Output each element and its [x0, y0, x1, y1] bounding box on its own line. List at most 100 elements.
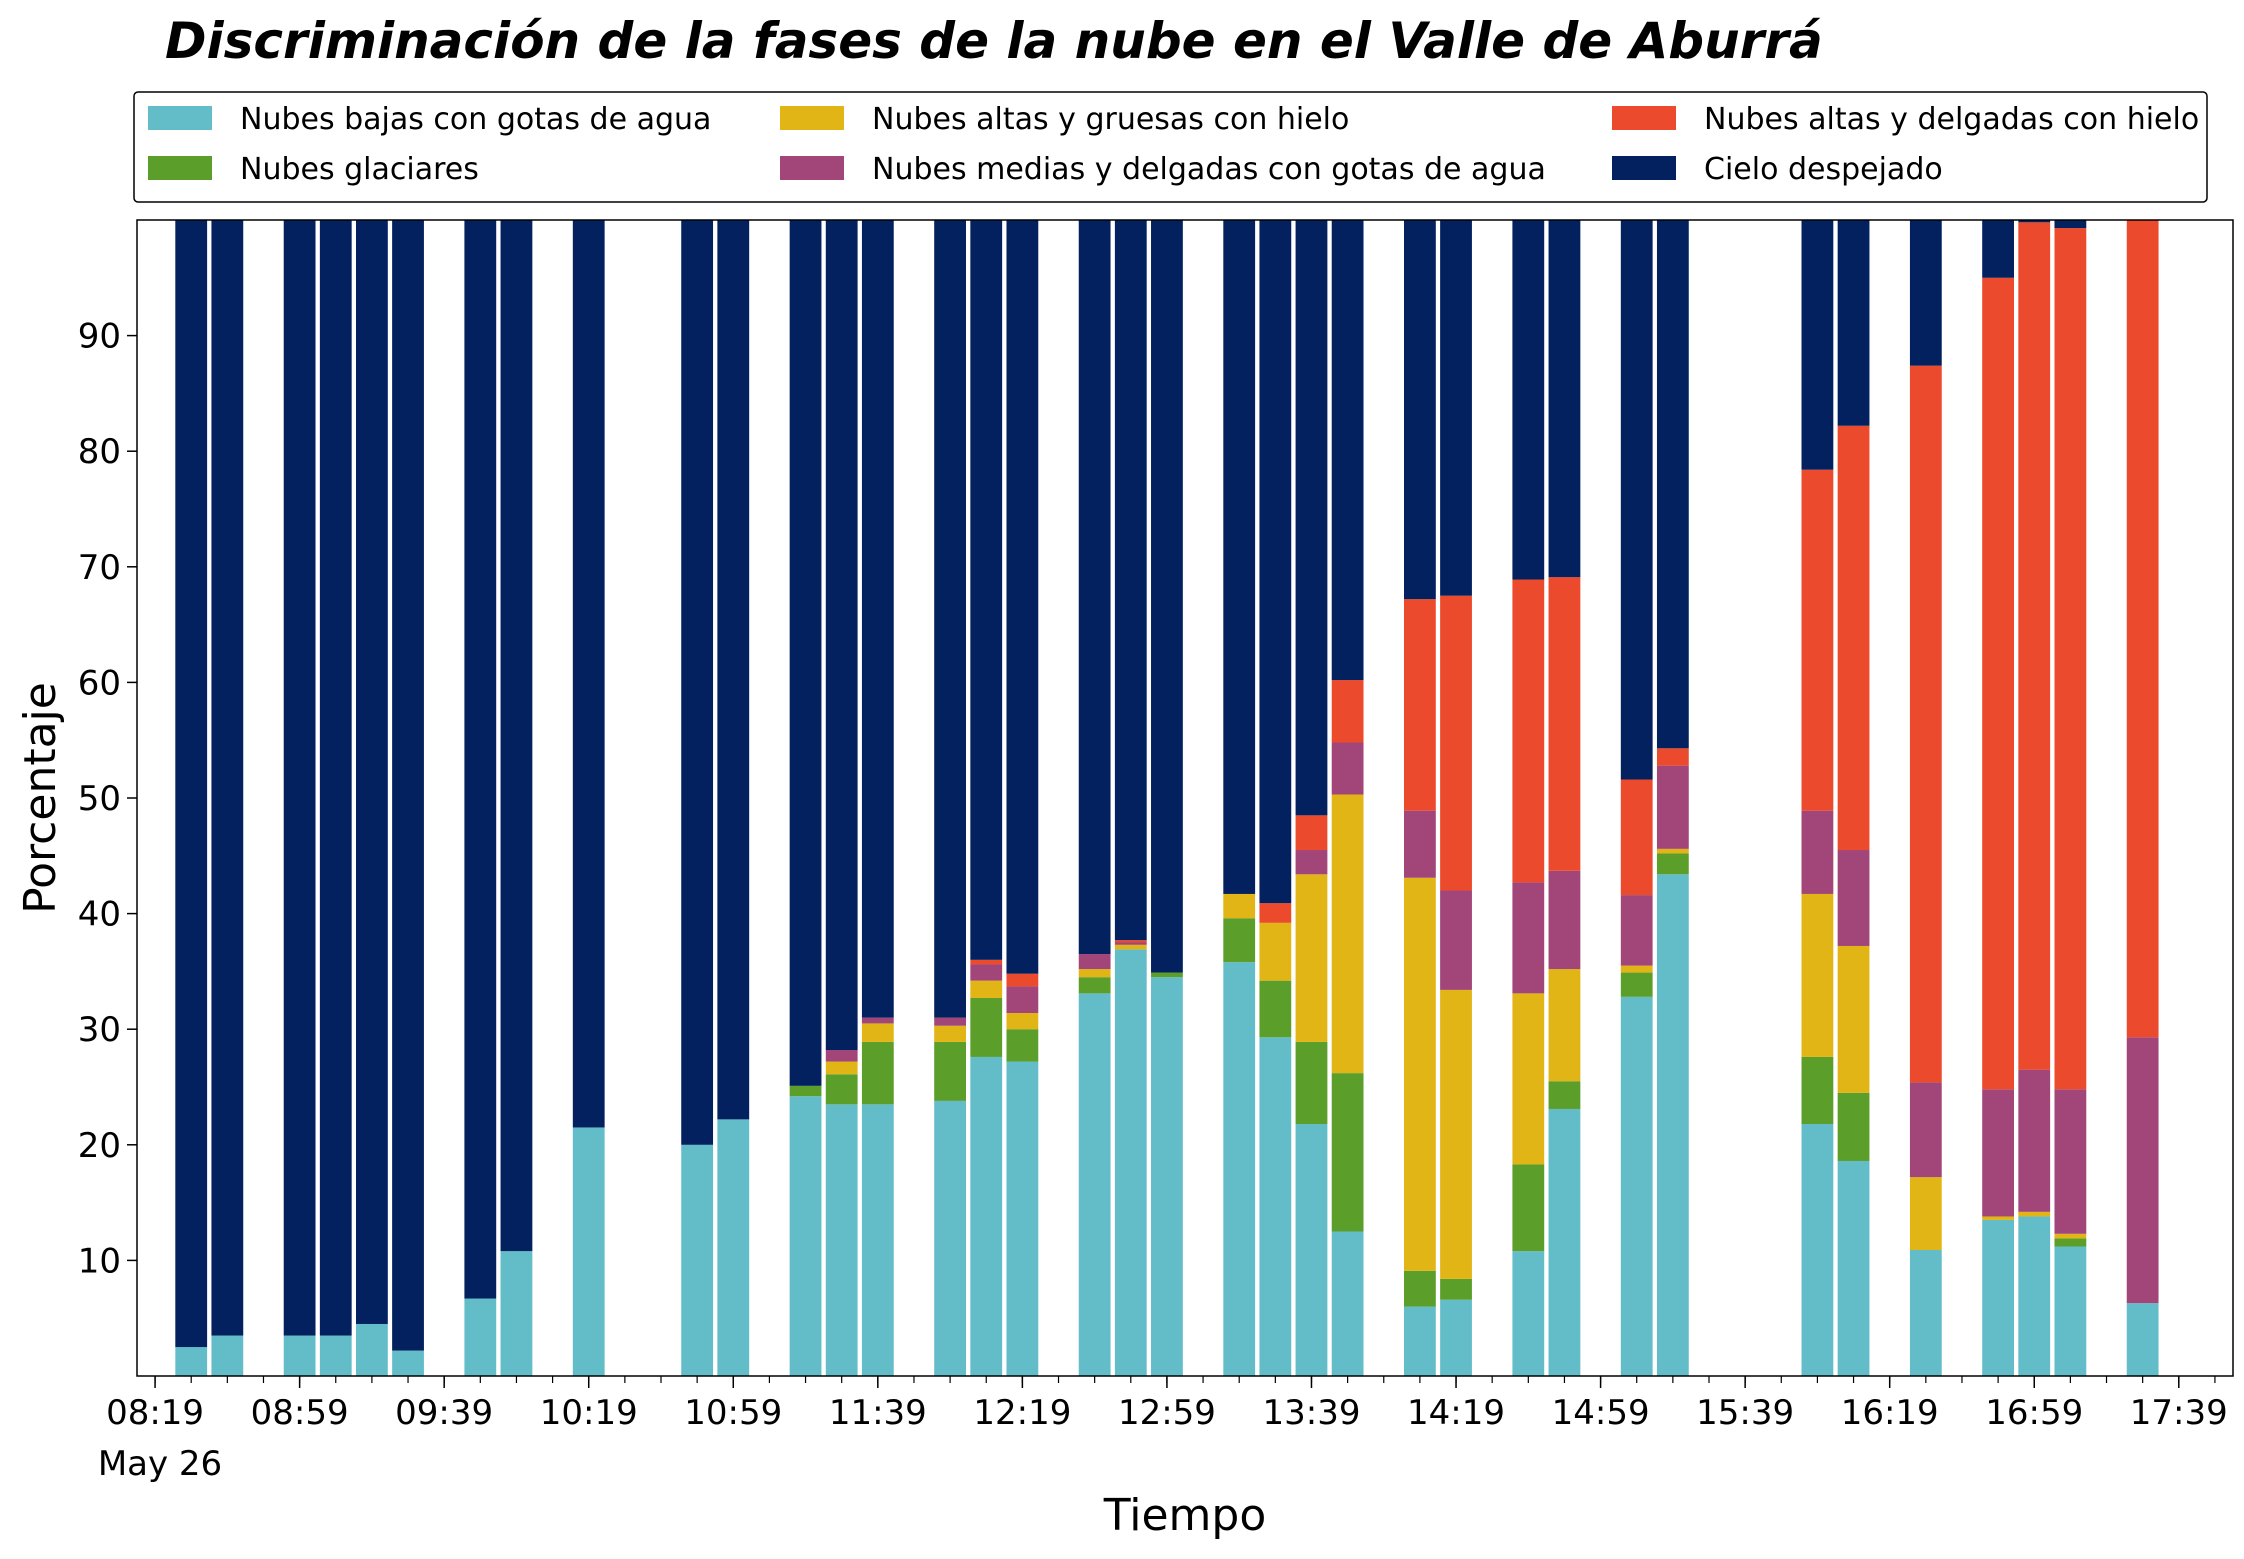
bar-segment [211, 1335, 244, 1376]
x-tick-label: 15:39 [1696, 1393, 1794, 1433]
bar-segment [1114, 944, 1147, 950]
bar-segment [2126, 1303, 2159, 1376]
bar-segment [934, 1017, 966, 1026]
bar-segment [1295, 1041, 1328, 1124]
bar-segment [1837, 1092, 1870, 1161]
bar-segment [1982, 277, 2014, 1090]
bar-segment [500, 1251, 533, 1376]
x-date-label: May 26 [98, 1444, 222, 1484]
bar-segment [2018, 1216, 2051, 1376]
legend-label: Nubes glaciares [240, 152, 479, 187]
bar-segment [1295, 850, 1328, 875]
bar-segment [1982, 1089, 2014, 1217]
x-tick-label: 08:19 [106, 1393, 204, 1433]
bar-segment [681, 220, 714, 1145]
bar-segment [1404, 877, 1436, 1271]
bar-segment [789, 1096, 822, 1376]
bar-segment [1078, 220, 1111, 955]
bar-segment [392, 220, 424, 1351]
bar-segment [1151, 972, 1183, 978]
bar-segment [1114, 949, 1147, 1376]
bar-segment [934, 1100, 966, 1376]
bar-segment [2126, 220, 2159, 1038]
bar-segment [1006, 1029, 1039, 1062]
legend-frame [133, 91, 2208, 203]
bar-segment [1295, 815, 1328, 851]
bar-segment [1837, 850, 1870, 946]
bar-segment [464, 220, 497, 1299]
chart-title: Discriminación de la fases de la nube en… [165, 12, 1823, 70]
x-tick-label: 12:19 [973, 1393, 1071, 1433]
bar-segment [1512, 1251, 1545, 1376]
bar-segment [970, 997, 1003, 1057]
bar-segment [1331, 794, 1364, 1074]
bar-segment [825, 1061, 858, 1075]
bar-segment [1223, 962, 1256, 1376]
bar-segment [1982, 1219, 2014, 1376]
bar-segment [1837, 1160, 1870, 1376]
y-tick-label: 30 [78, 1010, 121, 1050]
bar-segment [2018, 222, 2051, 1070]
bar-segment [2054, 228, 2087, 1090]
bar-segment [2054, 1233, 2087, 1239]
bar-segment [1078, 993, 1111, 1376]
bar-segment [1006, 1061, 1039, 1376]
bar-segment [1801, 810, 1834, 894]
x-tick-label: 11:39 [829, 1393, 927, 1433]
bar-segment [1548, 1108, 1581, 1376]
bar-segment [1548, 870, 1581, 970]
bar-segment [1512, 1164, 1545, 1252]
bar-segment [1909, 1250, 1942, 1376]
x-tick-label: 09:39 [395, 1393, 493, 1433]
x-tick-label: 10:19 [540, 1393, 638, 1433]
bar-segment [572, 220, 605, 1128]
bar-segment [1404, 1270, 1436, 1307]
bar-segment [211, 220, 244, 1336]
legend-swatch [780, 106, 844, 130]
x-tick-label: 12:59 [1118, 1393, 1216, 1433]
bar-segment [2126, 1037, 2159, 1304]
bar-segment [1440, 1278, 1472, 1300]
x-axis: 08:19 08:59 09:39 10:19 10:59 11:39 12:19 12:59… [106, 1376, 2228, 1433]
legend-items: Nubes bajas con gotas de agua Nubes glaci… [148, 102, 2199, 187]
bar-segment [175, 220, 208, 1348]
y-axis: 10 20 30 40 50 60 70 80 90 [78, 317, 137, 1281]
bar-segment [861, 1041, 894, 1105]
bar-segment [970, 1056, 1003, 1376]
bar-segment [1656, 765, 1689, 849]
legend-swatch [1612, 106, 1676, 130]
bar-segment [1837, 945, 1870, 1093]
bar-segment [789, 1085, 822, 1097]
y-tick-label: 40 [78, 895, 121, 935]
bar-segment [861, 1023, 894, 1042]
bar-segment [1151, 977, 1183, 1376]
bar-segment [356, 1323, 388, 1376]
bar-segment [1404, 810, 1436, 878]
bar-segment [1223, 220, 1256, 894]
bar-segment [970, 220, 1003, 960]
x-tick-label: 14:19 [1407, 1393, 1505, 1433]
bar-segment [1620, 972, 1653, 997]
x-tick-label: 16:19 [1841, 1393, 1939, 1433]
bar-segment [1620, 895, 1653, 966]
bar-segment [934, 220, 966, 1018]
x-tick-label: 13:39 [1262, 1393, 1360, 1433]
bar-segment [1982, 220, 2014, 278]
bar-segment [1114, 940, 1147, 943]
bar-segment [1620, 996, 1653, 1376]
bar-segment [1259, 922, 1292, 981]
bar-segment [1331, 1231, 1364, 1376]
bar-segment [1620, 965, 1653, 973]
bar-segment [1295, 1123, 1328, 1376]
y-tick-label: 20 [78, 1126, 121, 1166]
bar-segment [1909, 365, 1942, 1083]
bar-segment [1295, 220, 1328, 816]
bar-segment [1548, 220, 1581, 578]
bar-segment [1006, 973, 1039, 987]
bar-segment [825, 1074, 858, 1105]
bar-segment [1223, 893, 1256, 919]
bar-segment [1801, 469, 1834, 811]
legend-label: Cielo despejado [1704, 152, 1943, 187]
legend-label: Nubes medias y delgadas con gotas de agu… [872, 152, 1546, 187]
